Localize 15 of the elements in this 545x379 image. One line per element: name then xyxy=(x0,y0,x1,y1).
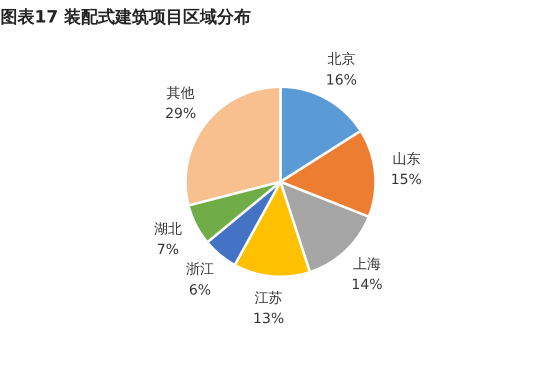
data-label: 16% xyxy=(326,72,357,89)
chart-title: 图表17 装配式建筑项目区域分布 xyxy=(0,8,252,28)
slice-label: 山东 xyxy=(392,151,420,168)
slice-label: 湖北 xyxy=(154,221,182,238)
slice-label: 浙江 xyxy=(186,262,214,278)
slice-label: 上海 xyxy=(352,256,381,272)
data-label: 13% xyxy=(253,311,284,328)
slice-label: 北京 xyxy=(327,52,356,68)
data-label: 29% xyxy=(165,106,196,122)
data-label: 15% xyxy=(390,172,422,188)
slice-label: 其他 xyxy=(166,85,195,102)
data-label: 14% xyxy=(351,277,383,294)
data-label: 6% xyxy=(188,282,212,298)
data-label: 7% xyxy=(156,242,180,258)
slice-label: 江苏 xyxy=(254,290,283,306)
